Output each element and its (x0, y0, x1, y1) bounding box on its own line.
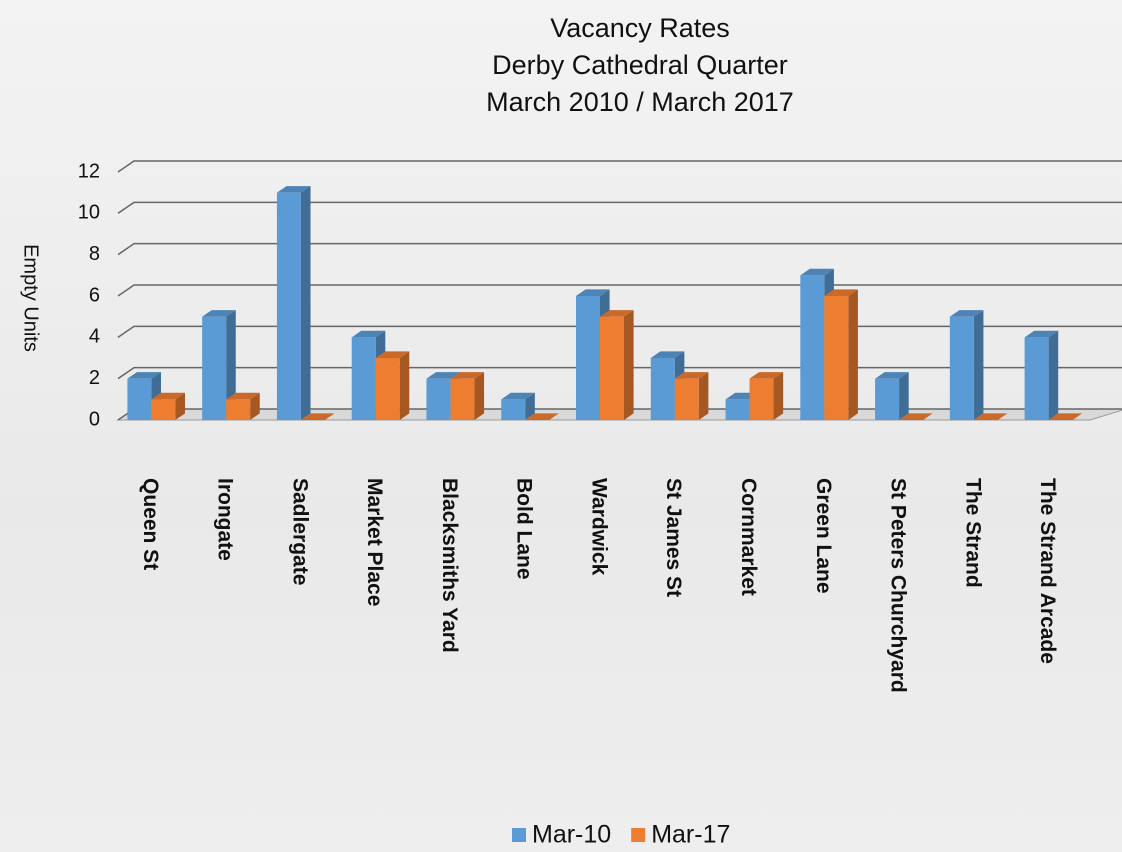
bar (675, 379, 699, 420)
grid-line (118, 161, 1122, 172)
y-tick-label: 0 (89, 408, 100, 430)
chart-title: Vacancy Rates (550, 13, 730, 43)
legend-label: Mar-17 (651, 821, 730, 849)
chart-title: Derby Cathedral Quarter (492, 50, 788, 80)
y-tick-label: 4 (89, 326, 100, 348)
x-tick-label: St Peters Churchyard (887, 478, 910, 693)
x-tick-label: Wardwick (587, 478, 610, 576)
y-tick-label: 8 (89, 243, 100, 265)
bar (450, 379, 474, 420)
x-tick-label: St James St (662, 478, 685, 597)
x-tick-label: Bold Lane (513, 478, 536, 580)
bar-side (474, 372, 484, 420)
bar (576, 296, 600, 420)
y-tick-label: 12 (78, 160, 100, 182)
x-tick-label: Market Place (363, 478, 386, 606)
bar-side (301, 186, 311, 420)
bar (202, 317, 226, 420)
bar (426, 379, 450, 420)
bar (600, 317, 624, 420)
bar-side (974, 310, 984, 420)
legend-swatch (631, 828, 645, 842)
chart: Vacancy Rates Derby Cathedral Quarter Ma… (0, 0, 1122, 852)
y-tick-label: 2 (89, 367, 100, 389)
x-tick-label: The Strand Arcade (1036, 478, 1059, 664)
bar-side (624, 310, 634, 420)
x-tick-label: Green Lane (812, 478, 835, 594)
legend-swatch (512, 828, 526, 842)
bar (226, 399, 250, 420)
grid-line (118, 202, 1122, 213)
bar-side (400, 351, 410, 420)
bar (352, 337, 376, 420)
grid-line (118, 244, 1122, 255)
bar (950, 317, 974, 420)
bar (875, 379, 899, 420)
bar (1025, 337, 1049, 420)
bar-side (848, 289, 858, 420)
bar (750, 379, 774, 420)
bar-side (699, 372, 709, 420)
bar (277, 193, 301, 420)
bar (800, 275, 824, 420)
bar-side (774, 372, 784, 420)
bar (824, 296, 848, 420)
x-tick-label: Cornmarket (737, 478, 760, 596)
x-tick-label: Queen St (139, 478, 162, 570)
x-tick-label: Irongate (214, 478, 237, 561)
y-tick-label: 10 (78, 202, 100, 224)
bar (151, 399, 175, 420)
bar-side (899, 372, 909, 420)
bar (127, 379, 151, 420)
x-tick-label: Sadlergate (288, 478, 311, 585)
x-tick-label: The Strand (961, 478, 984, 588)
legend-label: Mar-10 (532, 821, 611, 849)
y-axis-label: Empty Units (20, 244, 42, 352)
bar (376, 358, 400, 420)
bar (501, 399, 525, 420)
grid-line (118, 285, 1122, 296)
y-tick-label: 6 (89, 284, 100, 306)
bar-side (1049, 331, 1059, 420)
bar (651, 358, 675, 420)
chart-title: March 2010 / March 2017 (486, 87, 794, 117)
x-tick-label: Blacksmiths Yard (438, 478, 461, 653)
bar (726, 399, 750, 420)
